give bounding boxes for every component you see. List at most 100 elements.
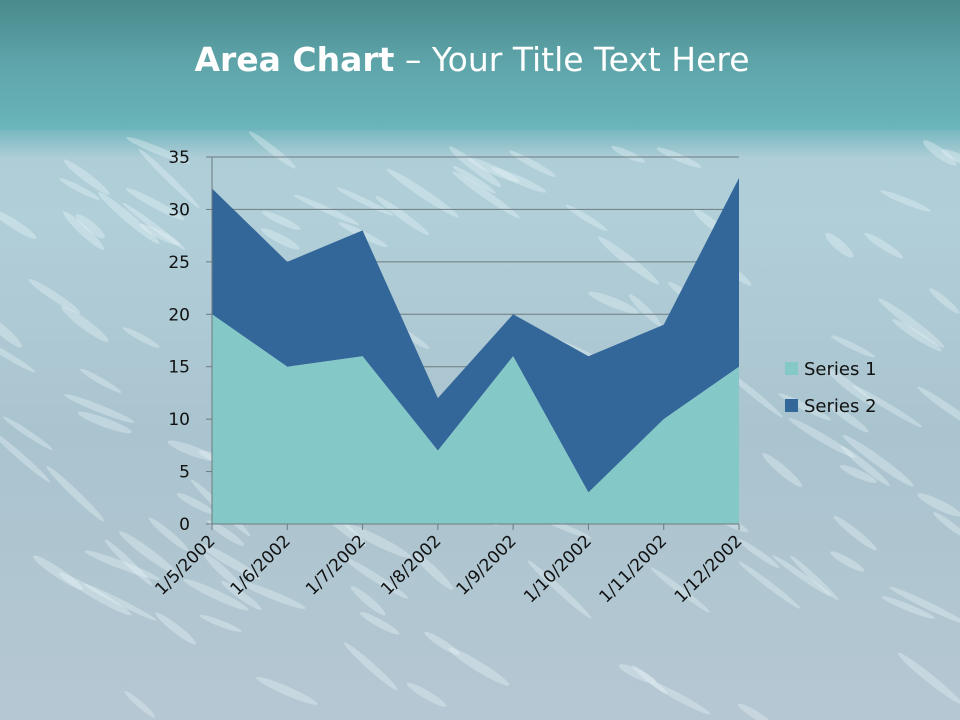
y-tick-label: 25 — [168, 253, 190, 273]
fish-shape — [880, 190, 931, 212]
fish-shape — [200, 544, 261, 580]
fish-shape — [75, 214, 105, 239]
fish-shape — [58, 572, 132, 616]
fish-shape — [737, 703, 774, 720]
fish-shape — [221, 580, 262, 610]
fish-shape — [155, 612, 197, 645]
fish-shape — [726, 371, 783, 418]
fish-shape — [375, 195, 430, 236]
fish-shape — [840, 445, 890, 486]
fish-shape — [119, 531, 178, 575]
fish-shape — [122, 327, 160, 348]
fish-shape — [788, 417, 856, 458]
fish-shape — [61, 306, 109, 342]
fish-shape — [248, 131, 296, 169]
area-series-2 — [212, 177, 739, 493]
y-tick-labels: 0 5 10 15 20 25 30 35 — [168, 148, 190, 535]
fish-shape — [0, 337, 36, 373]
fish-shape — [929, 288, 960, 314]
fish-shape — [84, 550, 160, 580]
series-areas — [212, 177, 739, 524]
fish-shape — [491, 167, 547, 193]
fish-shape — [527, 560, 592, 619]
fish-shape — [104, 539, 153, 586]
fish-shape — [167, 440, 217, 462]
fish-shape — [631, 665, 668, 695]
fish-shape — [46, 465, 105, 522]
fish-shape — [941, 149, 960, 167]
x-tick-label: 1/10/2002 — [520, 531, 596, 607]
fish-shape — [126, 137, 190, 164]
fish-shape — [598, 236, 660, 285]
y-tick-label: 15 — [168, 358, 190, 378]
fish-shape — [0, 312, 22, 348]
fish-shape — [28, 279, 81, 314]
fish-shape — [343, 642, 398, 691]
fish-shape — [772, 555, 832, 597]
fish-shape — [344, 523, 412, 559]
fish-shape — [77, 411, 132, 434]
fish-shape — [881, 596, 935, 619]
x-tick-label: 1/11/2002 — [595, 531, 671, 607]
fish-shape — [207, 520, 245, 546]
fish-shape — [0, 430, 51, 483]
fish-shape — [3, 416, 53, 450]
fish-shape — [424, 631, 460, 656]
fish-shape — [825, 367, 876, 407]
fish-shape — [148, 517, 189, 551]
fish-shape — [842, 434, 914, 487]
fish-shape — [923, 140, 957, 166]
slide-title: Area Chart – Your Title Text Here — [0, 40, 944, 79]
fish-shape — [343, 556, 409, 599]
y-tick-label: 30 — [168, 200, 190, 220]
fish-shape — [830, 335, 875, 358]
title-rest: – Your Title Text Here — [394, 40, 750, 79]
fish-shape — [892, 319, 942, 352]
fish-shape — [611, 146, 646, 163]
legend-swatch — [785, 399, 798, 412]
fish-shape — [656, 147, 702, 168]
fish-shape — [452, 165, 496, 194]
x-tick-label: 1/12/2002 — [671, 531, 747, 607]
fish-shape — [79, 368, 122, 393]
fish-shape — [833, 515, 877, 551]
fish-shape — [260, 228, 300, 250]
fish-shape — [122, 202, 186, 250]
fish-shape — [762, 453, 803, 487]
fish-shape — [917, 386, 960, 434]
fish-shape — [738, 561, 801, 609]
fish-shape — [828, 404, 869, 433]
fish-shape — [350, 586, 386, 616]
fish-shape — [33, 555, 84, 590]
fish-shape — [468, 157, 520, 183]
fish-shape — [790, 555, 839, 601]
fish-shape — [262, 211, 301, 230]
fish-shape — [204, 553, 243, 590]
y-tick-label: 10 — [168, 410, 190, 430]
y-tick-label: 20 — [168, 305, 190, 325]
fish-shape — [386, 168, 459, 218]
fish-shape — [256, 676, 318, 705]
fish-shape — [737, 538, 780, 568]
fish-shape — [359, 611, 400, 635]
fish-shape — [176, 493, 215, 514]
legend: Series 1 Series 2 — [785, 359, 877, 417]
fish-shape — [125, 187, 185, 221]
fish-shape — [897, 652, 960, 704]
y-tick-label: 5 — [179, 463, 190, 483]
x-tick-label: 1/9/2002 — [453, 531, 521, 599]
y-tick-label: 0 — [179, 515, 190, 535]
fish-shape — [240, 581, 306, 609]
fish-shape — [406, 682, 447, 707]
legend-label: Series 2 — [804, 396, 877, 417]
fish-shape — [917, 493, 960, 517]
fish-shape — [588, 291, 640, 314]
fish-shape — [650, 567, 710, 613]
area-series-1 — [212, 314, 739, 524]
fish-shape — [0, 209, 37, 239]
fish-shape — [63, 159, 110, 195]
fish-shape — [830, 551, 865, 572]
axes — [206, 156, 740, 530]
fish-shape — [98, 192, 160, 245]
